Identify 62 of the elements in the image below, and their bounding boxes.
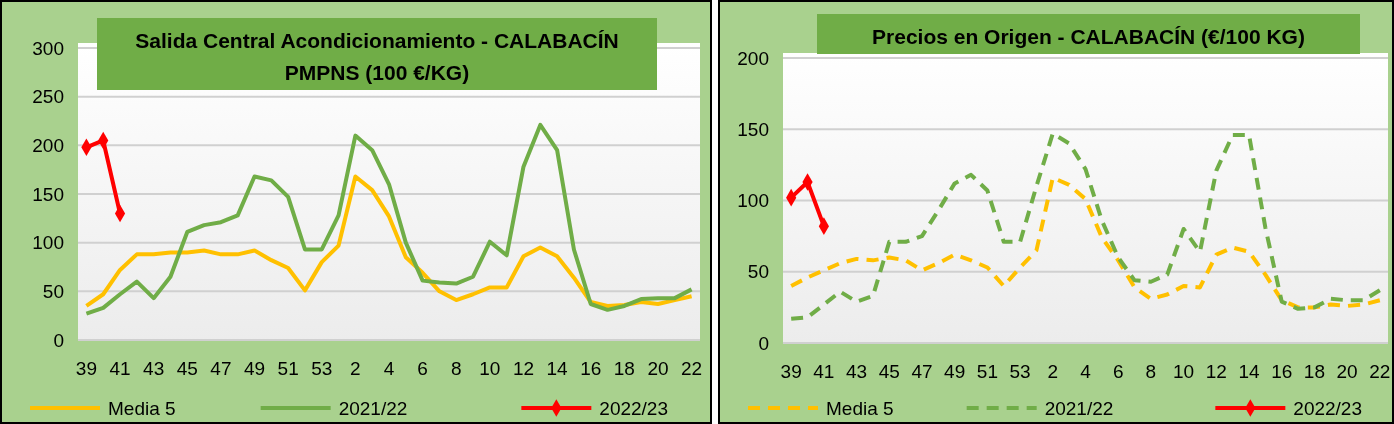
x-tick-label: 4: [1080, 361, 1092, 382]
x-tick-label: 41: [109, 358, 131, 379]
chart-title: Salida Central Acondicionamiento - CALABACÍN PMPNS (100 €/KG): [135, 29, 619, 84]
x-tick-label: 6: [417, 358, 428, 379]
legend-label: Media 5: [826, 397, 894, 419]
x-tick-label: 47: [210, 358, 232, 379]
x-tick-label: 45: [176, 358, 198, 379]
y-tick-label: 50: [42, 280, 64, 302]
chart-title: Precios en Origen - CALABACÍN (€/100 KG): [872, 25, 1305, 48]
y-tick-label: 200: [737, 47, 769, 69]
legend-label: 2021/22: [338, 397, 408, 419]
y-tick-label: 200: [32, 134, 64, 156]
x-tick-label: 8: [450, 358, 462, 379]
y-tick-label: 150: [32, 183, 64, 205]
x-tick-label: 14: [546, 358, 569, 379]
x-tick-label: 41: [813, 361, 835, 382]
x-tick-label: 53: [1009, 361, 1031, 382]
line-series: [789, 131, 1382, 321]
y-tick-label: 100: [737, 190, 769, 212]
y-tick-label: 150: [737, 118, 769, 140]
x-tick-label: 2: [1047, 361, 1059, 382]
x-tick-label: 22: [681, 358, 703, 379]
x-tick-label: 20: [1336, 361, 1358, 382]
x-tick-label: 4: [383, 358, 395, 379]
y-tick-label: 0: [53, 329, 64, 351]
x-tick-label: 18: [613, 358, 635, 379]
y-tick-label: 100: [32, 232, 64, 254]
x-tick-label: 43: [143, 358, 165, 379]
x-tick-label: 18: [1303, 361, 1325, 382]
legend-label: 2022/23: [599, 397, 669, 419]
line-series: [84, 122, 694, 316]
x-tick-label: 2: [350, 358, 361, 379]
line-series: [789, 175, 1382, 310]
x-tick-label: 12: [1205, 361, 1227, 382]
x-tick-label: 47: [911, 361, 933, 382]
x-tick-label: 14: [1238, 361, 1261, 382]
x-tick-label: 51: [976, 361, 998, 382]
x-tick-label: 49: [944, 361, 966, 382]
x-tick-label: 10: [1173, 361, 1195, 382]
x-tick-label: 6: [1112, 361, 1124, 382]
x-tick-label: 39: [780, 361, 802, 382]
x-tick-label: 43: [846, 361, 868, 382]
x-tick-label: 20: [647, 358, 669, 379]
legend-label: 2022/23: [1293, 397, 1363, 419]
x-tick-label: 16: [1271, 361, 1293, 382]
x-tick-label: 22: [1369, 361, 1391, 382]
x-tick-label: 8: [1145, 361, 1157, 382]
y-tick-label: 250: [32, 86, 64, 108]
x-tick-label: 49: [243, 358, 266, 379]
y-tick-label: 300: [32, 37, 64, 59]
x-tick-label: 10: [479, 358, 501, 379]
x-tick-label: 12: [512, 358, 535, 379]
x-tick-label: 16: [580, 358, 602, 379]
x-tick-label: 45: [878, 361, 900, 382]
legend-label: Media 5: [108, 397, 176, 419]
x-tick-label: 51: [277, 358, 299, 379]
y-tick-label: 50: [747, 261, 769, 283]
legend-label: 2021/22: [1044, 397, 1114, 419]
x-tick-label: 39: [75, 358, 97, 379]
x-tick-label: 53: [311, 358, 333, 379]
line-series: [84, 174, 694, 308]
y-tick-label: 0: [758, 332, 769, 354]
